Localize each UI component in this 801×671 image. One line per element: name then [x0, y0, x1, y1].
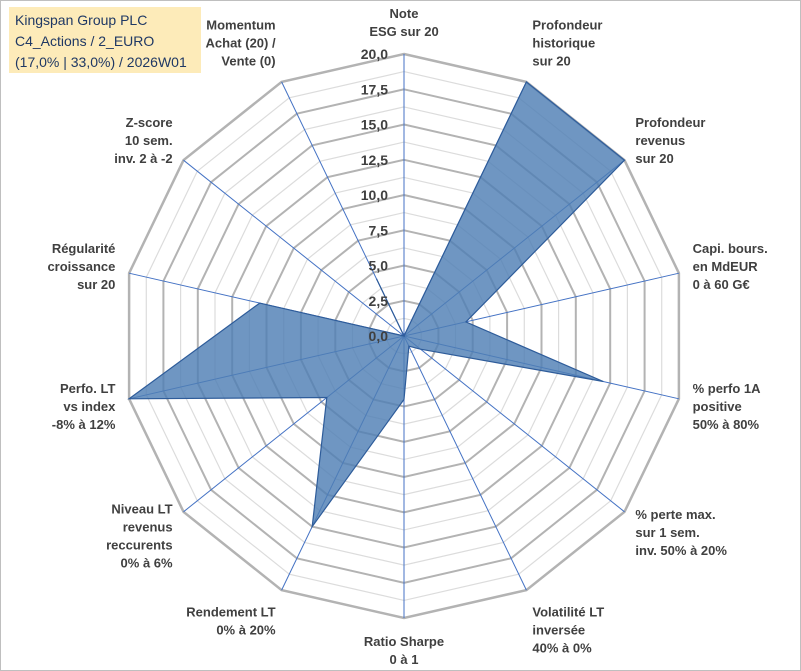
radar-spoke [403, 335, 527, 591]
axis-label-line: revenus [123, 520, 173, 535]
axis-label-line: sur 1 sem. [635, 525, 699, 540]
tick-label: 10,0 [361, 187, 388, 203]
title-box: Kingspan Group PLC C4_Actions / 2_EURO (… [9, 7, 201, 73]
axis-label-line: inv. 2 à -2 [114, 151, 172, 166]
axis-label: Capi. bours. en MdEUR 0 à 60 G€ [693, 241, 768, 292]
axis-label-line: historique [532, 35, 595, 50]
axis-label-line: croissance [47, 259, 115, 274]
axis-labels: Note ESG sur 20 Profondeur historique sur 20… [47, 6, 767, 667]
axis-label-line: reccurents [106, 538, 172, 553]
series-area [127, 80, 626, 529]
axis-label-line: Niveau LT [111, 502, 172, 517]
tick-label: 0,0 [369, 328, 389, 344]
axis-label: Perfo. LT vs index -8% à 12% [52, 381, 116, 432]
axis-label: Note ESG sur 20 [369, 6, 438, 39]
axis-label: % perfo 1A positive 50% à 80% [693, 381, 762, 432]
tick-label: 15,0 [361, 117, 388, 133]
axis-label-line: 10 sem. [125, 133, 173, 148]
axis-label-line: sur 20 [635, 151, 673, 166]
axis-label: Momentum Achat (20) / Vente (0) [206, 17, 276, 68]
title-category: C4_Actions / 2_EURO [15, 33, 155, 49]
tick-label: 2,5 [369, 293, 389, 309]
axis-label-line: Profondeur [532, 17, 602, 32]
axis-label-line: inversée [532, 623, 585, 638]
axis-label: Rendement LT 0% à 20% [186, 605, 276, 638]
axis-label-line: % perfo 1A [693, 381, 762, 396]
axis-label-line: % perte max. [635, 507, 715, 522]
tick-label: 12,5 [361, 152, 388, 168]
title-period: (17,0% | 33,0%) / 2026W01 [15, 54, 187, 70]
tick-label: 17,5 [361, 81, 388, 97]
axis-label-line: Z-score [126, 115, 173, 130]
axis-label-line: inv. 50% à 20% [635, 543, 727, 558]
axis-label-line: vs index [63, 399, 116, 414]
axis-label-line: Volatilité LT [532, 605, 604, 620]
axis-label-line: Capi. bours. [693, 241, 768, 256]
axis-label-line: sur 20 [77, 277, 115, 292]
tick-label: 7,5 [369, 222, 389, 238]
axis-label-line: Vente (0) [221, 53, 275, 68]
axis-label: Profondeur revenus sur 20 [635, 115, 705, 166]
radar-spoke [183, 159, 405, 337]
axis-label-line: -8% à 12% [52, 417, 116, 432]
radar-spoke [403, 335, 625, 513]
axis-label: Régularité croissance sur 20 [47, 241, 115, 292]
axis-label-line: Profondeur [635, 115, 705, 130]
axis-label-line: revenus [635, 133, 685, 148]
axis-label-line: sur 20 [532, 53, 570, 68]
axis-label: Ratio Sharpe 0 à 1 [364, 634, 444, 667]
axis-label: Volatilité LT inversée 40% à 0% [532, 605, 604, 656]
axis-label-line: ESG sur 20 [369, 24, 438, 39]
axis-label: % perte max. sur 1 sem. inv. 50% à 20% [635, 507, 727, 558]
tick-label: 20,0 [361, 46, 388, 62]
tick-label: 5,0 [369, 258, 389, 274]
axis-label: Z-score 10 sem. inv. 2 à -2 [114, 115, 172, 166]
radar-series [127, 80, 626, 529]
axis-label-line: Rendement LT [186, 605, 275, 620]
axis-label-line: 50% à 80% [693, 417, 760, 432]
title-company: Kingspan Group PLC [15, 12, 148, 28]
axis-label-line: Perfo. LT [60, 381, 115, 396]
axis-label: Niveau LT revenus reccurents 0% à 6% [106, 502, 173, 571]
axis-label-line: Régularité [52, 241, 116, 256]
axis-label-line: Achat (20) / [206, 35, 276, 50]
axis-label-line: Ratio Sharpe [364, 634, 444, 649]
axis-label-line: 0 à 1 [390, 652, 419, 667]
axis-label-line: Note [390, 6, 419, 21]
radial-tick-labels: 0,0 2,5 5,0 7,5 10,0 12,5 15,0 17,5 20,0 [361, 46, 388, 344]
axis-label: Profondeur historique sur 20 [532, 17, 602, 68]
axis-label-line: Momentum [206, 17, 275, 32]
axis-label-line: 40% à 0% [532, 641, 592, 656]
axis-label-line: en MdEUR [693, 259, 759, 274]
axis-label-line: 0 à 60 G€ [693, 277, 750, 292]
axis-label-line: positive [693, 399, 742, 414]
axis-label-line: 0% à 20% [216, 623, 276, 638]
axis-label-line: 0% à 6% [121, 556, 173, 571]
